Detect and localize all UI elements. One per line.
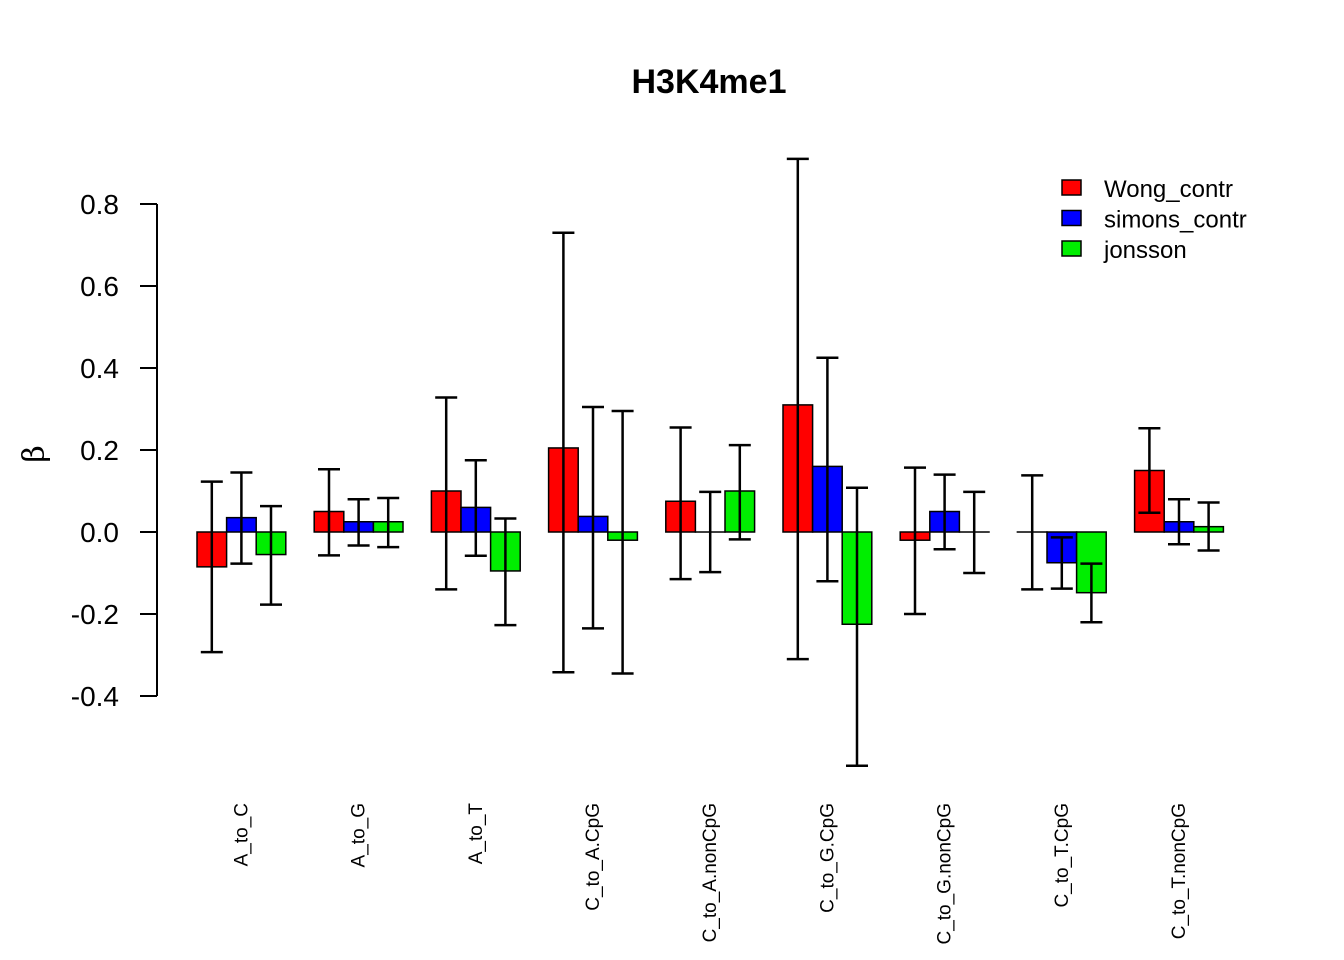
x-tick-label: A_to_G xyxy=(349,803,370,867)
y-tick-label: 0.6 xyxy=(80,271,119,302)
y-axis: -0.4 -0.2 0.0 0.2 0.4 0.6 0.8 xyxy=(71,189,158,712)
x-axis-labels: A_to_C A_to_G A_to_T C_to_A.CpG C_to_A.nonCp… xyxy=(231,803,1190,945)
legend-label: jonsson xyxy=(1103,237,1187,264)
y-axis-label: β xyxy=(17,445,52,462)
x-tick-label: C_to_T.nonCpG xyxy=(1169,803,1190,939)
legend-label: simons_contr xyxy=(1104,207,1247,234)
y-tick-label: -0.4 xyxy=(71,681,119,712)
legend-swatch xyxy=(1061,179,1082,196)
x-tick-label: A_to_C xyxy=(231,803,252,866)
y-tick-label: -0.2 xyxy=(71,599,119,630)
legend-swatch xyxy=(1061,209,1082,227)
y-tick-label: 0.8 xyxy=(80,189,119,220)
legend-swatch xyxy=(1061,240,1082,257)
error-bars-group xyxy=(200,157,1220,767)
x-tick-label: C_to_T.CpG xyxy=(1052,803,1073,908)
y-tick-label: 0.4 xyxy=(80,353,119,384)
x-tick-label: C_to_G.CpG xyxy=(817,803,838,913)
x-tick-label: C_to_A.CpG xyxy=(583,803,604,911)
legend-label: Wong_contr xyxy=(1104,176,1233,203)
x-tick-label: A_to_T xyxy=(466,803,487,865)
x-tick-label: C_to_A.nonCpG xyxy=(700,803,721,942)
x-tick-label: C_to_G.nonCpG xyxy=(935,803,956,945)
chart-title: H3K4me1 xyxy=(632,63,787,101)
y-tick-label: 0.2 xyxy=(80,435,119,466)
y-tick-label: 0.0 xyxy=(80,517,119,548)
